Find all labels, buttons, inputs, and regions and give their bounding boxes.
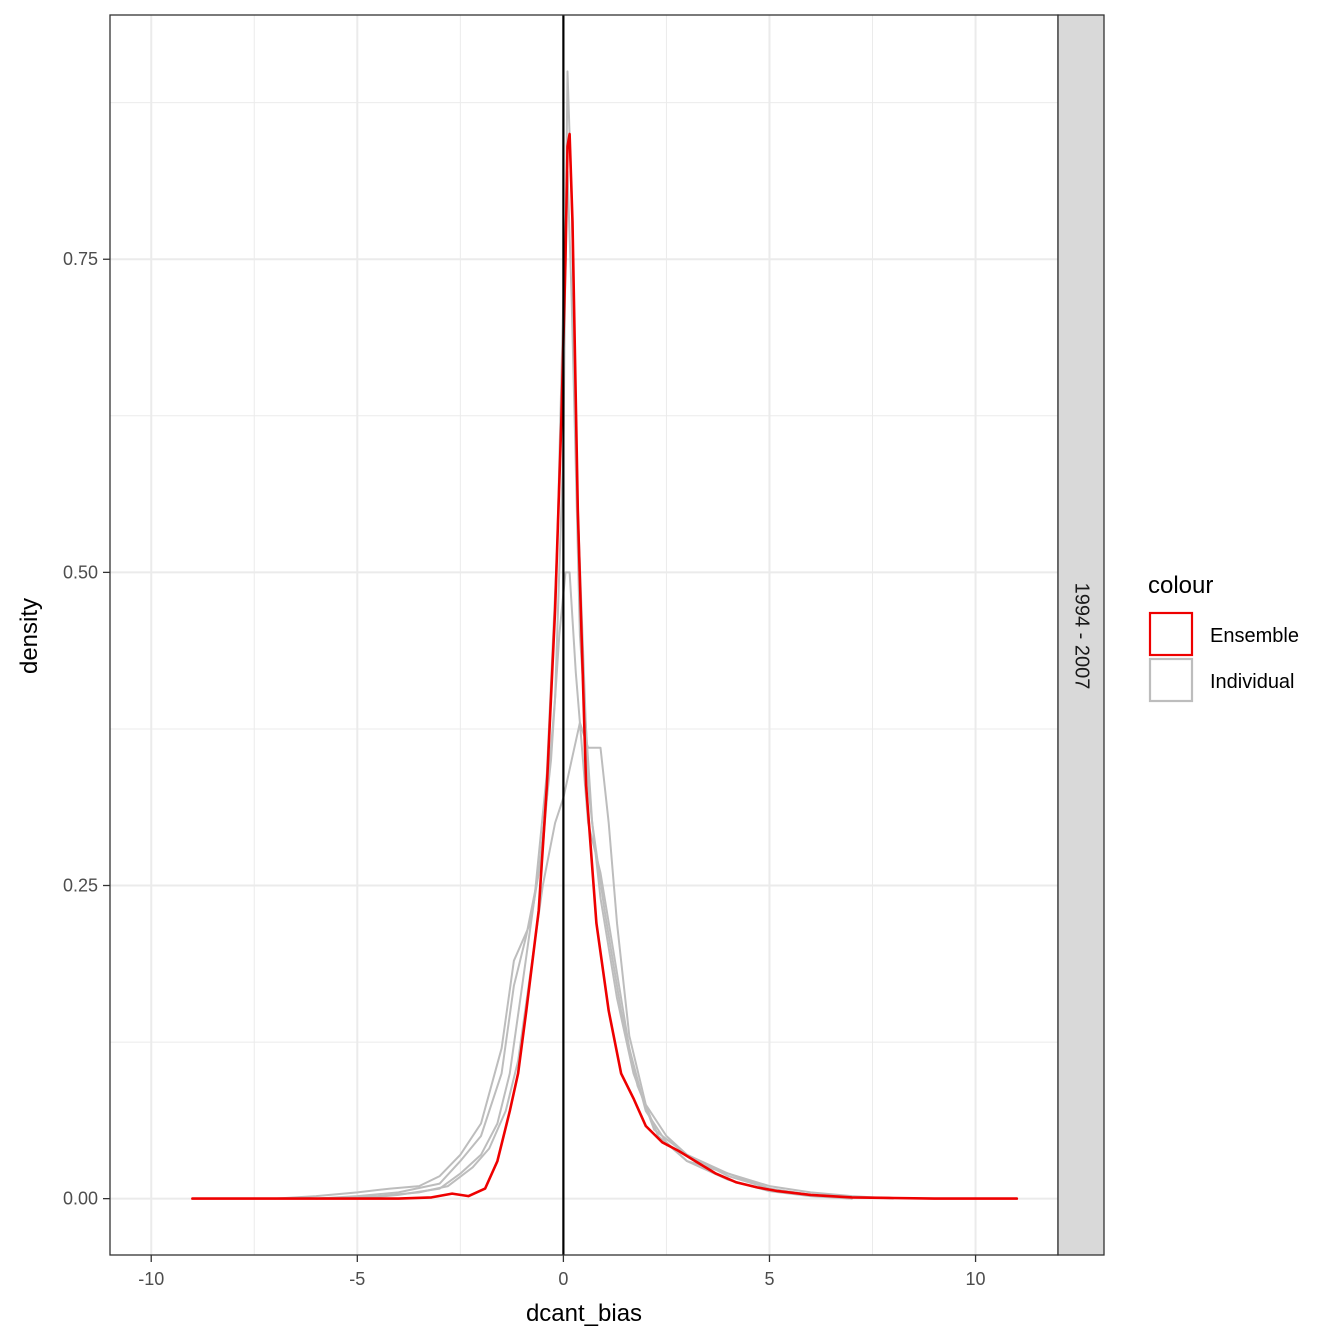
y-tick-label: 0.50 bbox=[63, 562, 98, 582]
legend: colour Ensemble Individual bbox=[1148, 572, 1299, 703]
legend-label-ensemble: Ensemble bbox=[1210, 625, 1299, 647]
y-tick-label: 0.00 bbox=[63, 1189, 98, 1209]
facet-strip bbox=[1057, 14, 1105, 1256]
series-layer bbox=[191, 70, 1019, 1200]
x-tick-label: -5 bbox=[349, 1269, 365, 1289]
legend-key-individual bbox=[1148, 657, 1194, 703]
plot-panel bbox=[110, 15, 1058, 1255]
y-axis-title: density bbox=[16, 598, 43, 674]
x-tick-label: 5 bbox=[764, 1269, 774, 1289]
legend-entry-individual: Individual bbox=[1148, 657, 1295, 703]
x-tick-label: -10 bbox=[138, 1269, 164, 1289]
x-axis: -10 -5 0 5 10 bbox=[138, 1255, 986, 1289]
x-tick-label: 0 bbox=[558, 1269, 568, 1289]
y-tick-label: 0.25 bbox=[63, 876, 98, 896]
legend-key-ensemble bbox=[1148, 611, 1194, 657]
series-line-ensemble-4 bbox=[191, 132, 1019, 1200]
legend-entry-ensemble: Ensemble bbox=[1148, 611, 1299, 657]
facet-strip-label: 1994 - 2007 bbox=[1071, 583, 1093, 690]
x-tick-label: 10 bbox=[966, 1269, 986, 1289]
legend-label-individual: Individual bbox=[1210, 671, 1295, 693]
y-axis: 0.00 0.25 0.50 0.75 bbox=[63, 249, 110, 1209]
series-line-individual-2 bbox=[315, 721, 853, 1200]
legend-title: colour bbox=[1148, 572, 1213, 599]
y-tick-label: 0.75 bbox=[63, 249, 98, 269]
x-axis-title: dcant_bias bbox=[526, 1300, 642, 1327]
